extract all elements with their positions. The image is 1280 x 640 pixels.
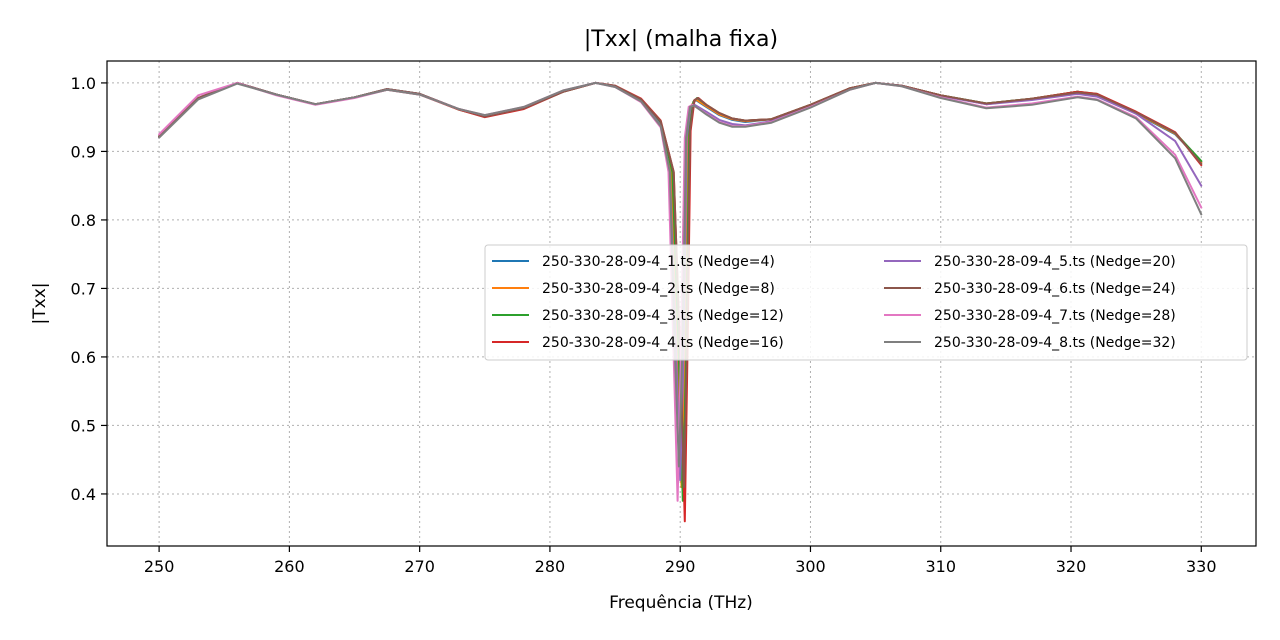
legend-label-5: 250-330-28-09-4_5.ts (Nedge=20) [934, 254, 1176, 270]
x-tick-label: 320 [1056, 557, 1087, 576]
y-tick-label: 0.6 [71, 348, 96, 367]
grid-layer [107, 61, 1256, 546]
y-tick-label: 0.9 [71, 142, 96, 161]
legend-label-6: 250-330-28-09-4_6.ts (Nedge=24) [934, 281, 1176, 297]
y-tick-label: 0.5 [71, 416, 96, 435]
y-tick-label: 0.4 [71, 485, 96, 504]
legend: 250-330-28-09-4_1.ts (Nedge=4) 250-330-28… [484, 244, 1248, 361]
x-tick-label: 250 [144, 557, 175, 576]
chart-title: |Txx| (malha fixa) [584, 27, 778, 52]
x-tick-label: 290 [665, 557, 696, 576]
legend-label-1: 250-330-28-09-4_1.ts (Nedge=4) [542, 254, 775, 270]
y-tick-label: 1.0 [71, 74, 96, 93]
x-tick-label: 330 [1186, 557, 1217, 576]
x-tick-label: 260 [274, 557, 305, 576]
y-tick-label: 0.8 [71, 211, 96, 230]
plot-frame [106, 60, 1257, 547]
legend-label-7: 250-330-28-09-4_7.ts (Nedge=28) [934, 308, 1176, 324]
tick-layer: 250 260 270 280 290 300 310 320 330 0.4 0.5 0.6 0.7 0… [71, 74, 1217, 576]
x-axis-label: Frequência (THz) [609, 593, 753, 613]
x-tick-label: 310 [925, 557, 956, 576]
x-tick-label: 280 [535, 557, 566, 576]
x-tick-label: 270 [404, 557, 435, 576]
y-tick-label: 0.7 [71, 279, 96, 298]
y-axis-label: |Txx| [30, 283, 50, 325]
legend-label-2: 250-330-28-09-4_2.ts (Nedge=8) [542, 281, 775, 297]
legend-label-3: 250-330-28-09-4_3.ts (Nedge=12) [542, 308, 784, 324]
legend-label-8: 250-330-28-09-4_8.ts (Nedge=32) [934, 335, 1176, 351]
x-tick-label: 300 [795, 557, 826, 576]
legend-label-4: 250-330-28-09-4_4.ts (Nedge=16) [542, 335, 784, 351]
legend-box [484, 244, 1248, 361]
